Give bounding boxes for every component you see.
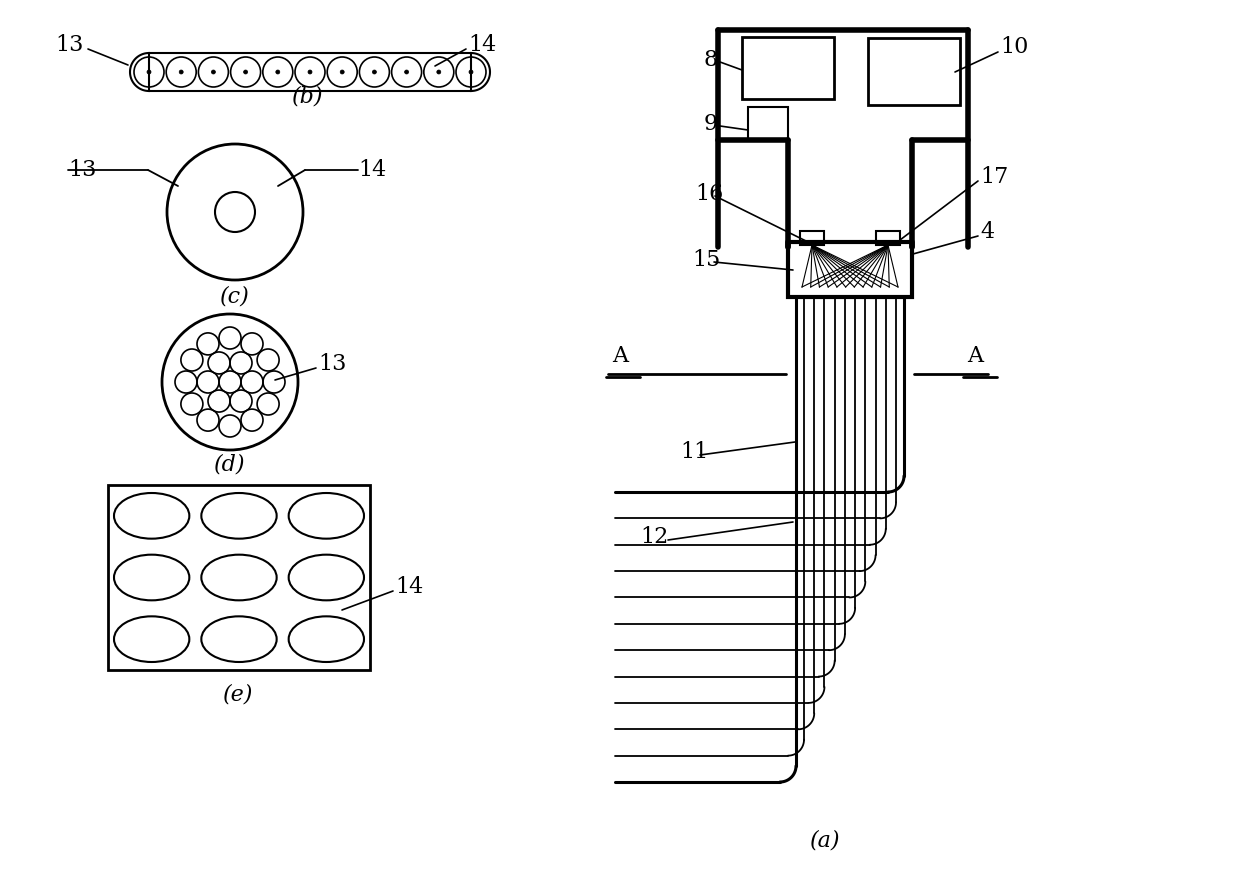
Circle shape: [243, 70, 248, 74]
Circle shape: [436, 70, 440, 74]
Circle shape: [211, 70, 216, 74]
Circle shape: [308, 70, 312, 74]
Text: 17: 17: [980, 166, 1008, 188]
Text: 12: 12: [640, 526, 668, 548]
Circle shape: [275, 70, 280, 74]
Text: A: A: [613, 345, 627, 367]
Text: 11: 11: [680, 441, 708, 463]
Bar: [800, 231, 825, 245]
Text: 13: 13: [68, 159, 97, 181]
Text: 14: 14: [396, 576, 423, 598]
Bar: [875, 231, 900, 245]
Text: 4: 4: [980, 221, 994, 243]
Circle shape: [340, 70, 345, 74]
Circle shape: [469, 70, 472, 74]
Bar: [868, 38, 960, 105]
Circle shape: [404, 70, 409, 74]
Text: 10: 10: [999, 36, 1028, 58]
Circle shape: [180, 70, 184, 74]
Circle shape: [148, 70, 151, 74]
Text: 9: 9: [704, 113, 718, 135]
Bar: [787, 242, 911, 297]
Text: 8: 8: [704, 49, 718, 71]
Text: (a): (a): [810, 829, 841, 851]
Bar: [108, 485, 370, 670]
Text: (e): (e): [223, 683, 253, 705]
Bar: [742, 37, 835, 99]
Bar: [748, 107, 787, 140]
Text: A: A: [967, 345, 983, 367]
Text: (c): (c): [221, 285, 250, 307]
Bar: [149, 53, 471, 91]
Text: 13: 13: [317, 353, 346, 375]
Text: (d): (d): [215, 453, 246, 475]
Text: (b): (b): [293, 86, 324, 108]
Text: 16: 16: [694, 183, 723, 205]
Text: 14: 14: [467, 34, 496, 56]
Text: 13: 13: [55, 34, 83, 56]
Text: 14: 14: [358, 159, 386, 181]
Circle shape: [372, 70, 377, 74]
Text: 15: 15: [692, 249, 720, 271]
